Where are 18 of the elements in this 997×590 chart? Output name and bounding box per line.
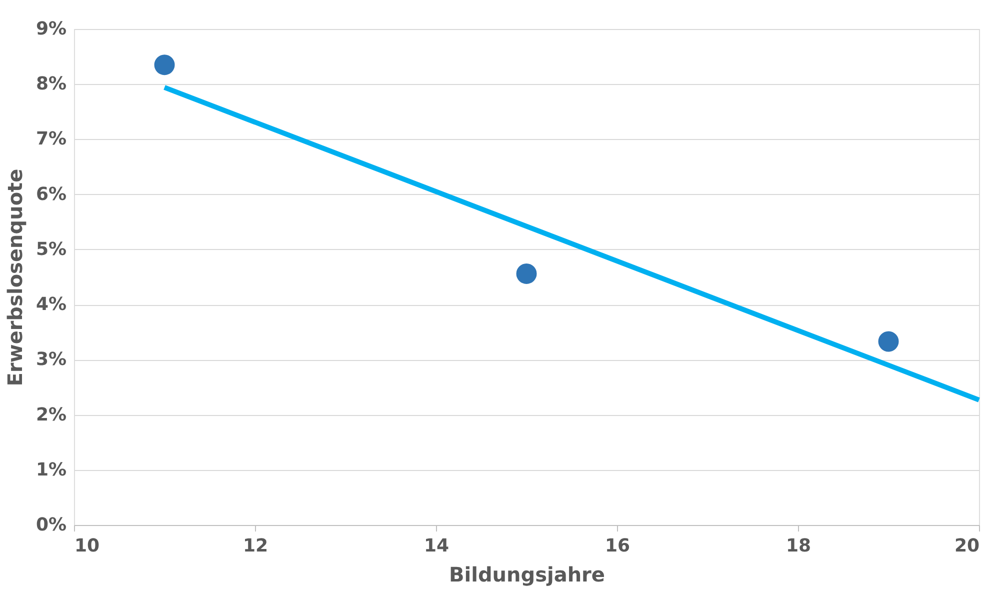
y-tick-label: 8% [36,74,66,95]
y-tick-label: 1% [36,459,66,480]
x-axis-title: Bildungsjahre [449,562,605,586]
x-tick-label: 18 [786,536,812,556]
y-tick-label: 3% [36,349,66,370]
y-tick-label: 7% [36,128,66,150]
x-tick-label: 20 [954,536,980,556]
y-axis-title: Erwerbslosenquote [2,168,27,386]
x-tick-label: 14 [424,536,450,556]
y-tick-label: 6% [36,184,66,205]
y-tick-label: 5% [36,238,66,260]
x-tick-label: 10 [74,536,100,556]
x-tick-label: 12 [242,536,268,556]
y-tick-label: 2% [36,404,66,426]
y-tick-label: 4% [36,294,66,316]
y-tick-label: 9% [36,18,66,40]
y-tick-label: 0% [36,514,66,536]
x-tick-label: 16 [604,536,630,556]
